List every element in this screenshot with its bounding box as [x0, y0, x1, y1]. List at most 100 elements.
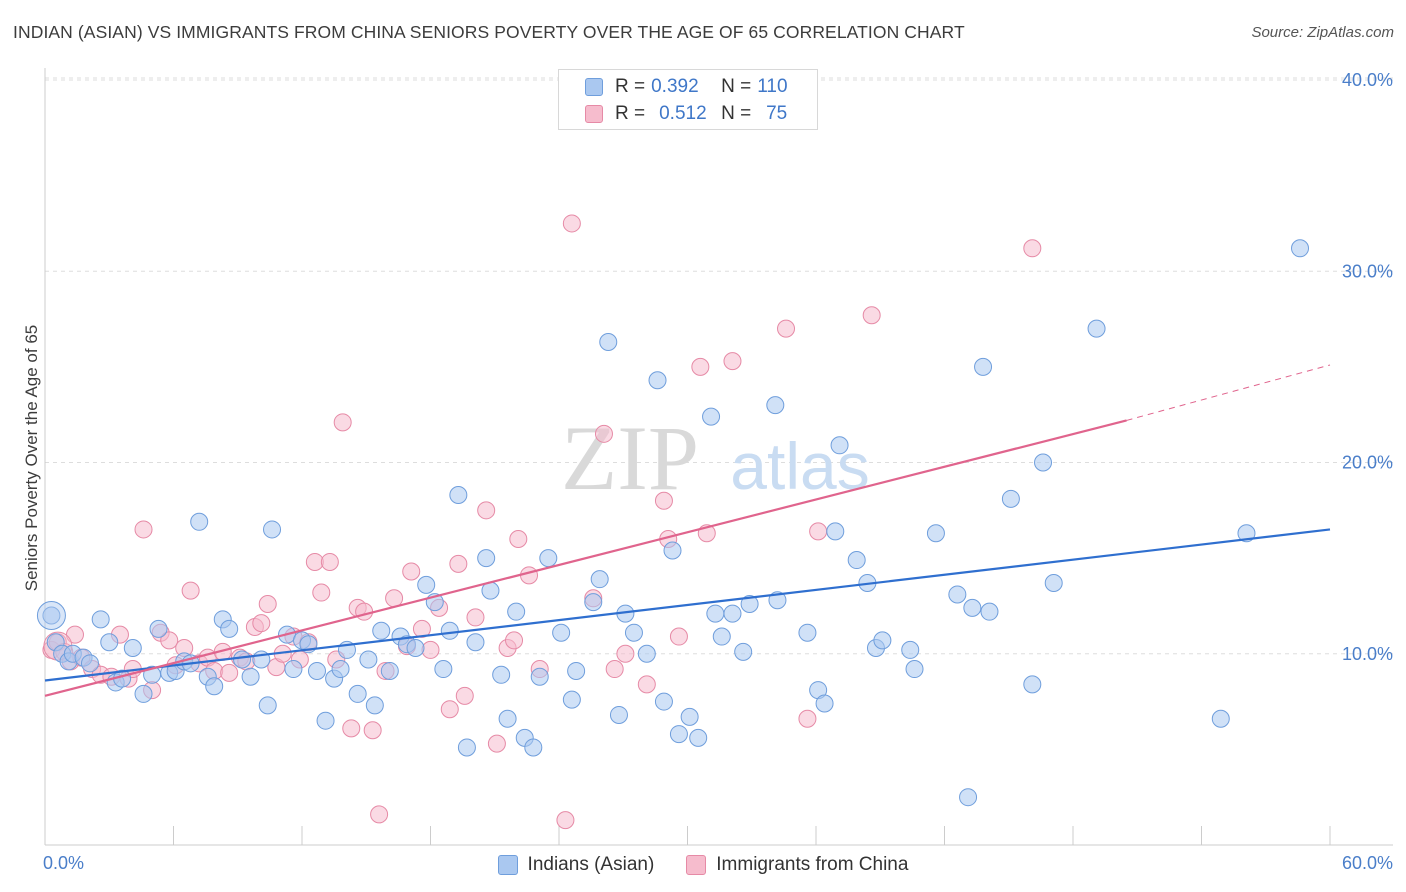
china-point — [160, 631, 179, 650]
gridlines — [45, 77, 1393, 655]
indians-point — [766, 396, 785, 415]
indians-point — [740, 595, 759, 614]
china-trend-extension — [1126, 364, 1331, 421]
indians-point — [609, 705, 628, 724]
indians-point — [948, 585, 967, 604]
indians-point — [190, 512, 209, 531]
indians-point — [492, 665, 511, 684]
china-point — [691, 357, 710, 376]
indians-point — [702, 407, 721, 426]
indians-point — [284, 660, 303, 679]
china-point — [1023, 239, 1042, 258]
china-point — [616, 644, 635, 663]
indians-point — [417, 575, 436, 594]
indians-point — [440, 621, 459, 640]
china-point — [220, 663, 239, 682]
indians-point — [963, 598, 982, 617]
indians-point — [980, 602, 999, 621]
chart-title: INDIAN (ASIAN) VS IMMIGRANTS FROM CHINA … — [13, 22, 965, 42]
watermark-zip: ZIP — [561, 407, 699, 509]
legend-row-indians: R = 0.392 N = 110 — [585, 74, 788, 100]
indians-point — [974, 357, 993, 376]
indians-point — [205, 677, 224, 696]
y-tick-label: 20.0% — [1342, 453, 1393, 473]
indians-point — [134, 684, 153, 703]
r-label: R = — [615, 76, 646, 97]
indians-point — [220, 619, 239, 638]
indians-point — [654, 692, 673, 711]
china-point — [412, 619, 431, 638]
x-tick-label: 60.0% — [1342, 853, 1393, 873]
china-point — [477, 501, 496, 520]
indians-trend-line — [44, 528, 1331, 682]
indians-point — [663, 541, 682, 560]
n-value-indians: 110 — [757, 76, 788, 97]
indians-point — [123, 639, 142, 658]
indians-point — [624, 623, 643, 642]
china-point — [363, 721, 382, 740]
indians-point — [100, 633, 119, 652]
indians-point — [648, 371, 667, 390]
indians-point — [599, 333, 618, 352]
china-point — [258, 595, 277, 614]
indians-point — [1087, 319, 1106, 338]
indians-point — [901, 640, 920, 659]
china-point — [487, 734, 506, 753]
y-tick-label: 40.0% — [1342, 70, 1393, 90]
china-point — [134, 520, 153, 539]
n-label: N = — [721, 76, 752, 97]
r-label: R = — [615, 103, 646, 124]
source-label: Source: ZipAtlas.com — [1251, 24, 1394, 41]
indians-point — [712, 627, 731, 646]
indians-point — [380, 661, 399, 680]
china-point — [320, 552, 339, 571]
y-axis-title: Seniors Poverty Over the Age of 65 — [22, 325, 41, 591]
china-point — [342, 719, 361, 738]
tick-labels: 10.0% 20.0% 30.0% 40.0% 0.0% 60.0% — [43, 70, 1393, 873]
indians-point — [80, 654, 99, 673]
indians-point — [1237, 524, 1256, 543]
indians-point — [316, 711, 335, 730]
correlation-legend: R = 0.392 N = 110 R = 0.512 N = 75 — [558, 69, 818, 130]
series-indians-asian-points — [36, 239, 1310, 807]
indians-point — [637, 644, 656, 663]
indians-point — [263, 520, 282, 539]
indians-point — [530, 667, 549, 686]
pink-swatch-icon — [585, 105, 603, 123]
indians-point — [507, 602, 526, 621]
r-value-china: 0.512 — [659, 103, 707, 124]
indians-point — [449, 486, 468, 505]
indians-point — [1034, 453, 1053, 472]
indians-point — [457, 738, 476, 757]
china-point — [723, 352, 742, 371]
indians-point — [815, 694, 834, 713]
indians-point-large — [36, 601, 66, 630]
china-point — [809, 522, 828, 541]
indians-point — [1044, 573, 1063, 592]
china-point — [520, 566, 539, 585]
indians-point — [959, 788, 978, 807]
china-point — [556, 811, 575, 830]
trend-lines — [44, 364, 1331, 697]
china-point — [252, 614, 271, 633]
indians-point — [847, 551, 866, 570]
axes — [44, 68, 1393, 846]
legend-item-china: Immigrants from China — [686, 854, 908, 876]
china-point — [669, 627, 688, 646]
indians-point — [552, 623, 571, 642]
indians-point — [926, 524, 945, 543]
china-point — [777, 319, 796, 338]
china-point — [333, 413, 352, 432]
indians-point — [498, 709, 517, 728]
blue-swatch-icon — [585, 78, 603, 96]
indians-point — [562, 690, 581, 709]
indians-point — [406, 639, 425, 658]
indians-point — [372, 621, 391, 640]
indians-point — [680, 707, 699, 726]
china-point — [862, 306, 881, 325]
indians-point — [434, 660, 453, 679]
indians-point — [233, 650, 252, 669]
indians-point — [830, 436, 849, 455]
indians-point — [798, 623, 817, 642]
